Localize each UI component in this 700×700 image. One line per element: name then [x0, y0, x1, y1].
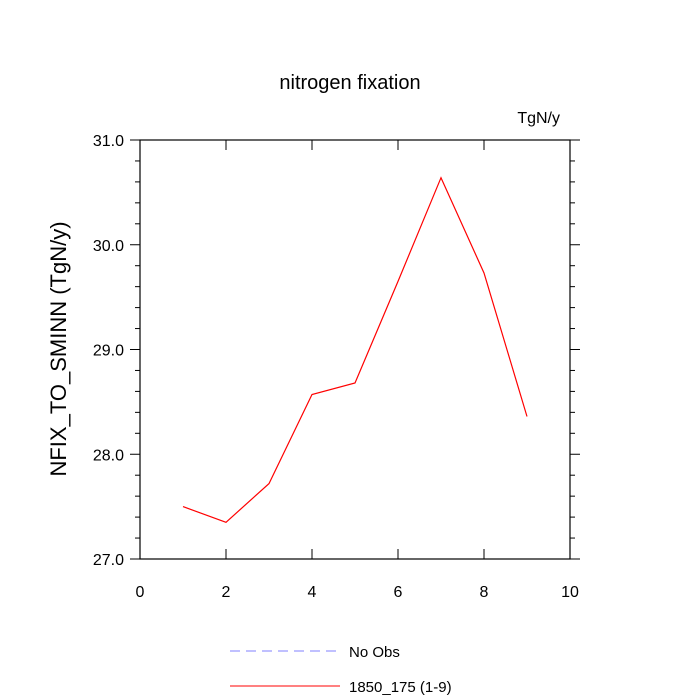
- legend-label-0: No Obs: [349, 644, 400, 661]
- y-tick-label: 28.0: [93, 447, 124, 464]
- chart-title: nitrogen fixation: [279, 72, 420, 94]
- y-tick-label: 29.0: [93, 343, 124, 360]
- legend: No Obs 1850_175 (1-9): [230, 644, 452, 696]
- axis-ticks: [130, 139, 580, 560]
- plot-frame: [139, 139, 571, 560]
- x-tick-label: 2: [222, 584, 231, 601]
- x-tick-label: 8: [480, 584, 489, 601]
- units-label: TgN/y: [517, 110, 560, 127]
- y-tick-label: 27.0: [93, 552, 124, 569]
- series-lines: [182, 176, 528, 523]
- x-tick-label: 4: [308, 584, 317, 601]
- series-line-1: [182, 176, 528, 523]
- y-axis-label: NFIX_TO_SMINN (TgN/y): [46, 221, 71, 476]
- y-tick-label: 31.0: [93, 133, 124, 150]
- x-tick-label: 6: [394, 584, 403, 601]
- axis-tick-labels: 0 2 4 6 8 10 27.0 28.0 29.0 30.0 31.0: [93, 133, 579, 601]
- x-tick-label: 10: [561, 584, 579, 601]
- x-tick-label: 0: [136, 584, 145, 601]
- y-tick-label: 30.0: [93, 238, 124, 255]
- legend-label-1: 1850_175 (1-9): [349, 679, 452, 696]
